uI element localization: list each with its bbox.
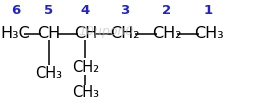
Text: CH₃: CH₃ <box>36 66 62 81</box>
Text: 6: 6 <box>11 4 20 17</box>
Text: 5: 5 <box>45 4 53 17</box>
Text: 2: 2 <box>162 4 171 17</box>
Text: CH₂: CH₂ <box>152 26 181 41</box>
Text: 3: 3 <box>120 4 129 17</box>
Text: CH: CH <box>37 26 61 41</box>
Text: 10μpon0: 10μpon0 <box>79 25 134 38</box>
Text: H₃C: H₃C <box>1 26 30 41</box>
Text: 1: 1 <box>204 4 213 17</box>
Text: CH₃: CH₃ <box>194 26 223 41</box>
Text: CH: CH <box>74 26 97 41</box>
Text: CH₃: CH₃ <box>72 85 99 100</box>
Text: 4: 4 <box>81 4 90 17</box>
Text: CH₂: CH₂ <box>110 26 139 41</box>
Text: CH₂: CH₂ <box>72 60 99 75</box>
